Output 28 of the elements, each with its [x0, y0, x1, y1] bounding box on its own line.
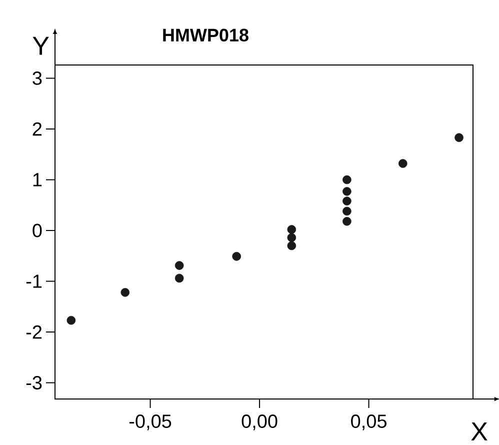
x-tick-label: 0,05 — [351, 414, 386, 430]
point — [342, 175, 352, 184]
x-tick-label: 0,00 — [242, 414, 278, 430]
point — [287, 225, 296, 234]
point — [342, 216, 352, 226]
point — [398, 159, 408, 168]
point — [66, 316, 76, 325]
point — [342, 196, 352, 206]
y-tick-label: 1 — [33, 173, 42, 186]
point — [232, 252, 241, 261]
chart-title: HMWP018 — [163, 28, 248, 42]
y-tick-label: 2 — [32, 122, 42, 136]
point — [454, 133, 464, 142]
y-tick-label: -1 — [26, 274, 42, 288]
x-tick-label: -0,05 — [129, 414, 172, 430]
point — [174, 261, 184, 270]
point — [287, 233, 296, 242]
point — [174, 274, 184, 283]
point — [287, 241, 296, 250]
point — [342, 206, 352, 216]
point — [342, 186, 352, 196]
y-axis-title: Y — [32, 36, 49, 55]
y-tick-label: 3 — [32, 71, 42, 85]
y-tick-label: -3 — [26, 376, 42, 390]
x-axis-title: X — [471, 422, 488, 440]
y-tick-label: 0 — [32, 224, 42, 238]
y-tick-label: -2 — [26, 325, 42, 339]
point — [120, 288, 130, 297]
